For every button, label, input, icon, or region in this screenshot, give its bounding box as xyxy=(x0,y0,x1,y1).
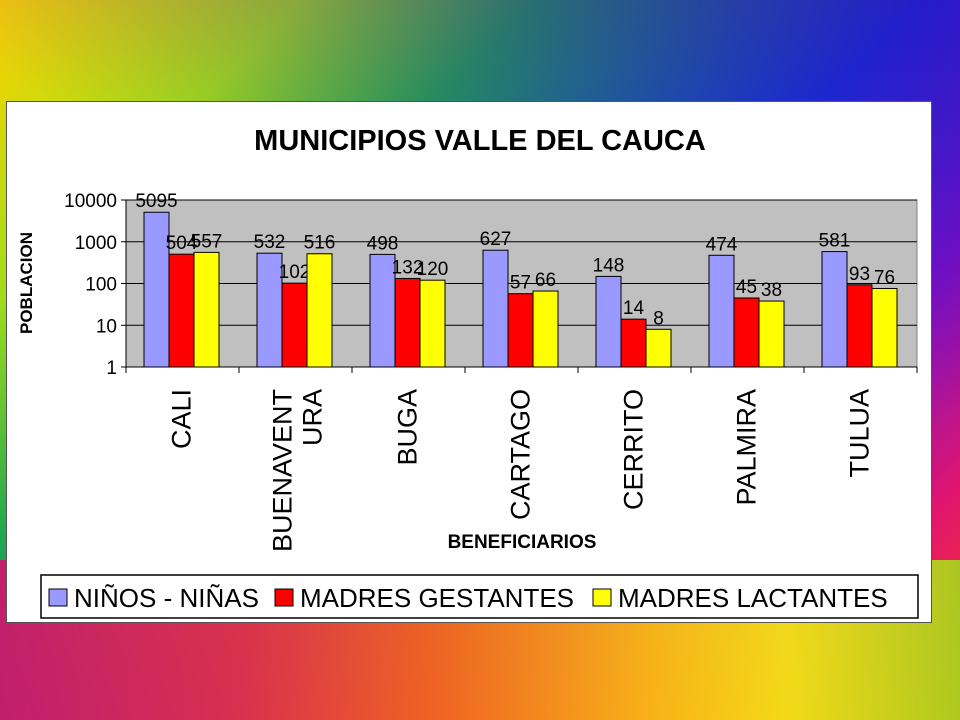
x-tick-label: TULUA xyxy=(845,389,875,478)
data-label: 532 xyxy=(254,232,286,253)
bar xyxy=(758,300,785,368)
x-axis-label: BENEFICIARIOS xyxy=(448,532,597,553)
y-axis-label: POBLACION xyxy=(17,232,36,334)
legend-entry: NIÑOS - NIÑAS xyxy=(74,583,259,613)
data-label: 581 xyxy=(819,231,851,252)
bar xyxy=(168,253,195,368)
bar xyxy=(281,282,308,368)
bar xyxy=(733,297,760,368)
bar xyxy=(645,328,672,368)
y-tick-label: 10 xyxy=(96,316,117,337)
x-tick-label: BUGA xyxy=(393,389,423,466)
x-tick-label: PALMIRA xyxy=(732,389,762,506)
data-label: 57 xyxy=(510,273,531,294)
y-tick-label: 1 xyxy=(106,358,117,379)
bar xyxy=(532,290,559,368)
bar xyxy=(846,284,873,368)
bar xyxy=(394,277,421,368)
bar xyxy=(193,251,220,368)
data-label: 5095 xyxy=(135,191,177,212)
bar xyxy=(871,287,898,368)
data-label: 8 xyxy=(653,308,664,329)
data-label: 504 xyxy=(166,233,198,254)
legend-entry: MADRES GESTANTES xyxy=(300,583,574,613)
data-label: 45 xyxy=(736,277,757,298)
y-tick-label: 1000 xyxy=(75,233,117,254)
y-tick-label: 10000 xyxy=(64,191,117,212)
data-label: 557 xyxy=(191,231,223,252)
legend xyxy=(40,574,919,619)
bar xyxy=(821,251,848,368)
x-tick-label: URA xyxy=(298,389,328,446)
bar xyxy=(708,254,735,368)
data-label: 132 xyxy=(392,257,424,278)
bar xyxy=(369,253,396,368)
data-label: 148 xyxy=(593,255,625,276)
bar xyxy=(620,318,647,368)
bar xyxy=(306,253,333,368)
data-label: 93 xyxy=(849,264,870,285)
bar xyxy=(143,211,170,368)
data-label: 474 xyxy=(706,234,738,255)
bar xyxy=(256,252,283,368)
x-tick-label: CERRITO xyxy=(619,389,649,510)
bar xyxy=(419,279,446,368)
legend-entry: MADRES LACTANTES xyxy=(618,583,888,613)
x-tick-label: CALI xyxy=(167,389,197,449)
data-label: 76 xyxy=(874,267,895,288)
x-tick-label: CARTAGO xyxy=(506,389,536,520)
bar xyxy=(595,275,622,368)
x-tick-label: BUENAVENT xyxy=(268,389,298,552)
legend-swatch xyxy=(592,588,612,607)
data-label: 102 xyxy=(279,262,311,283)
data-label: 120 xyxy=(417,259,449,280)
data-label: 498 xyxy=(367,233,399,254)
data-label: 66 xyxy=(535,270,556,291)
chart-title: MUNICIPIOS VALLE DEL CAUCA xyxy=(254,125,706,157)
legend-swatch xyxy=(48,588,68,607)
y-tick-label: 100 xyxy=(85,275,117,296)
data-label: 627 xyxy=(480,229,512,250)
bar xyxy=(482,249,509,368)
data-label: 516 xyxy=(304,233,336,254)
data-label: 38 xyxy=(761,280,782,301)
data-label: 14 xyxy=(623,298,645,319)
legend-swatch xyxy=(274,588,294,607)
bar xyxy=(507,293,534,368)
